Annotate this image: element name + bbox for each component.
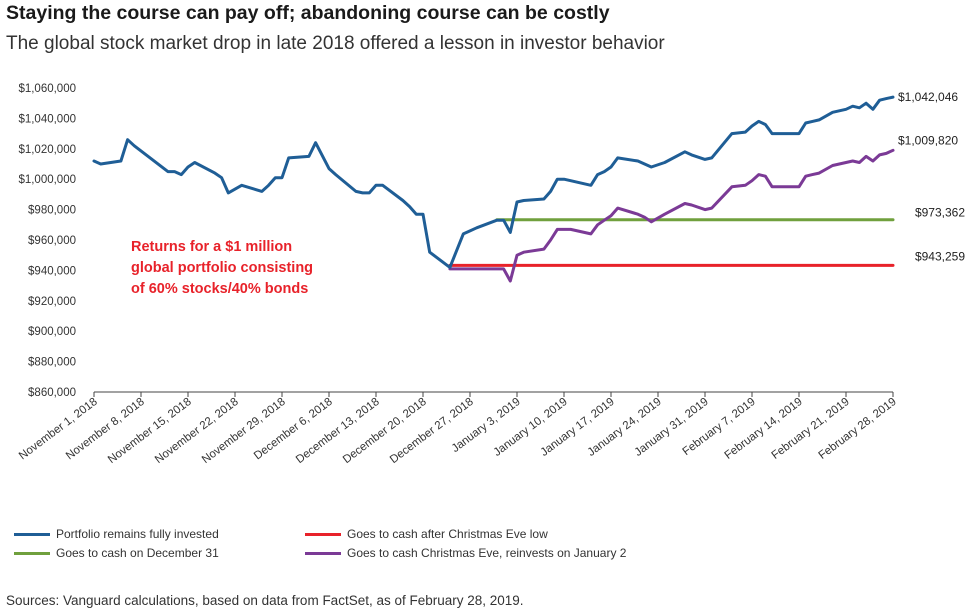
x-tick-label: December 20, 2018 bbox=[341, 396, 429, 466]
legend-item-fully-invested: Portfolio remains fully invested bbox=[14, 527, 219, 541]
legend-swatch bbox=[305, 532, 341, 536]
x-tick-label: February 14, 2019 bbox=[723, 396, 805, 462]
y-tick-label: $900,000 bbox=[28, 326, 76, 338]
y-tick-label: $860,000 bbox=[28, 387, 76, 399]
annotation-line-2: global portfolio consisting bbox=[131, 260, 313, 276]
legend-item-reinvests-january-2: Goes to cash Christmas Eve, reinvests on… bbox=[305, 546, 626, 560]
legend-item-cash-december-31: Goes to cash on December 31 bbox=[14, 546, 219, 560]
legend-swatch bbox=[305, 551, 341, 555]
y-tick-label: $940,000 bbox=[28, 265, 76, 277]
chart-subtitle: The global stock market drop in late 201… bbox=[6, 33, 665, 54]
legend-label: Goes to cash Christmas Eve, reinvests on… bbox=[347, 546, 627, 560]
y-tick-label: $1,000,000 bbox=[18, 174, 76, 186]
end-value-label: $973,362 bbox=[915, 206, 965, 220]
y-tick-label: $960,000 bbox=[28, 235, 76, 247]
x-tick-label: December 27, 2018 bbox=[388, 396, 476, 466]
x-tick-label: November 1, 2018 bbox=[17, 396, 100, 463]
legend-label: Goes to cash on December 31 bbox=[56, 546, 219, 560]
x-tick-label: December 13, 2018 bbox=[294, 396, 382, 466]
end-value-label: $1,009,820 bbox=[898, 133, 958, 147]
series-line-0 bbox=[92, 95, 895, 269]
end-value-label: $943,259 bbox=[915, 249, 965, 263]
y-tick-label: $1,060,000 bbox=[18, 83, 76, 95]
legend-swatch bbox=[14, 532, 50, 536]
x-tick-label: November 8, 2018 bbox=[64, 396, 147, 463]
y-tick-label: $980,000 bbox=[28, 205, 76, 217]
annotation-line-1: Returns for a $1 million bbox=[131, 239, 292, 255]
y-tick-label: $880,000 bbox=[28, 357, 76, 369]
x-tick-label: February 21, 2019 bbox=[770, 396, 852, 462]
legend-item-cash-after-christmas-eve: Goes to cash after Christmas Eve low bbox=[305, 527, 548, 541]
legend-label: Goes to cash after Christmas Eve low bbox=[347, 527, 548, 541]
series-layer bbox=[92, 95, 895, 283]
annotation-line-3: of 60% stocks/40% bonds bbox=[131, 281, 308, 297]
x-tick-label: February 28, 2019 bbox=[817, 396, 899, 462]
x-tick-label: November 29, 2018 bbox=[200, 396, 288, 466]
source-note: Sources: Vanguard calculations, based on… bbox=[6, 593, 524, 608]
y-tick-label: $1,020,000 bbox=[18, 144, 76, 156]
series-line-3 bbox=[448, 148, 895, 283]
end-value-label: $1,042,046 bbox=[898, 90, 958, 104]
y-axis: $860,000 $880,000 $900,000 $920,000 $940,000… bbox=[18, 83, 76, 399]
y-tick-label: $920,000 bbox=[28, 296, 76, 308]
x-tick-label: November 15, 2018 bbox=[106, 396, 194, 466]
x-tick-label: December 6, 2018 bbox=[252, 396, 335, 463]
legend-label: Portfolio remains fully invested bbox=[56, 527, 219, 541]
legend-swatch bbox=[14, 551, 50, 555]
x-tick-label: November 22, 2018 bbox=[153, 396, 241, 466]
y-tick-label: $1,040,000 bbox=[18, 113, 76, 125]
end-labels: $1,042,046 $1,009,820 $973,362 $943,259 bbox=[898, 90, 965, 263]
chart-title: Staying the course can pay off; abandoni… bbox=[6, 2, 610, 24]
